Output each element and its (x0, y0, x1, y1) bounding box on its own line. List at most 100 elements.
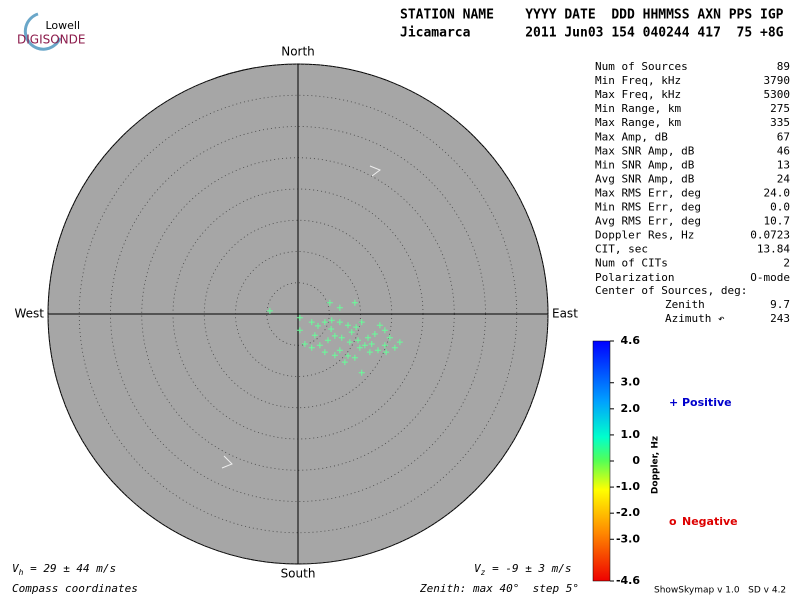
stat-label: Min Freq, kHz (595, 74, 681, 87)
colorbar-tick-label: -1.0 (616, 480, 640, 493)
center-label: Azimuth ↶ (665, 312, 725, 325)
source-point (396, 339, 403, 346)
legend-symbol: o (669, 515, 677, 528)
text: = -9 ± 3 m/s (485, 562, 571, 575)
source-point (316, 342, 323, 349)
source-point (365, 334, 371, 341)
logo-bottom: DIGISONDE (17, 33, 85, 47)
source-point (375, 347, 381, 354)
center-value: 243 (770, 312, 790, 325)
stat-label: Avg RMS Err, deg (595, 215, 701, 228)
subscript: z (481, 568, 486, 577)
zenith-note: Zenith: max 40° step 5° (419, 582, 579, 595)
source-point (315, 322, 321, 329)
source-point (308, 344, 315, 351)
colorbar-tick-label: -2.0 (616, 506, 640, 519)
source-point (386, 334, 393, 341)
stat-value: 46 (777, 144, 790, 157)
stat-value: 0.0723 (750, 229, 790, 242)
source-point (381, 327, 388, 334)
stat-label: Num of CITs (595, 257, 668, 270)
source-point (321, 319, 328, 326)
colorbar-tick-label: 2.0 (621, 402, 641, 415)
header-line: Jicamarca 2011 Jun03 154 040244 417 75 +… (400, 26, 784, 41)
center-heading: Center of Sources, deg: (595, 284, 747, 297)
header-line: STATION NAME YYYY DATE DDD HHMMSS AXN PP… (400, 8, 784, 23)
logo-arc (23, 12, 62, 51)
colorbar-tick-label: -4.6 (616, 574, 640, 587)
stat-value: 5300 (764, 88, 791, 101)
colorbar-tick-label: 4.6 (621, 334, 641, 347)
source-point (348, 329, 355, 336)
stat-label: Avg SNR Amp, dB (595, 172, 695, 185)
source-point (336, 319, 343, 326)
vh-note: Vh = 29 ± 44 m/s (12, 562, 116, 577)
stat-value: 10.7 (764, 215, 791, 228)
colorbar-label: Doppler, Hz (651, 436, 661, 494)
compass-label: South (281, 567, 316, 581)
source-point (346, 339, 353, 346)
source-point (296, 314, 303, 321)
stat-label: Min SNR Amp, dB (595, 158, 695, 171)
chevron (369, 165, 382, 177)
source-point (321, 349, 328, 356)
source-point (381, 342, 388, 349)
stat-label: Max RMS Err, deg (595, 186, 701, 199)
source-point (296, 327, 303, 334)
source-point (266, 307, 273, 314)
stat-value: 275 (770, 102, 790, 115)
source-point (331, 332, 338, 339)
source-point (366, 349, 373, 356)
compass-label: North (281, 45, 315, 59)
stat-label: Min RMS Err, deg (595, 201, 701, 214)
colorbar-tick-label: 3.0 (621, 376, 641, 389)
stat-value: 89 (777, 60, 790, 73)
legend-name: Positive (682, 396, 732, 409)
source-point (325, 337, 331, 344)
stat-label: Min Range, km (595, 102, 681, 115)
source-point (336, 304, 343, 311)
source-point (308, 319, 315, 326)
source-point (383, 349, 390, 356)
stat-value: O-mode (750, 271, 790, 284)
colorbar-tick-label: -3.0 (616, 532, 640, 545)
stat-label: Max SNR Amp, dB (595, 144, 695, 157)
coords-note: Compass coordinates (12, 582, 138, 595)
stat-value: 13 (777, 158, 790, 171)
source-point (351, 354, 358, 361)
source-point (331, 352, 338, 359)
source-point (336, 347, 343, 354)
compass-label: East (552, 307, 578, 321)
source-point (301, 341, 308, 347)
stat-value: 24 (777, 172, 791, 185)
stat-value: 24.0 (764, 186, 791, 199)
source-point (345, 322, 351, 329)
colorbar-tick-label: 1.0 (621, 428, 641, 441)
source-point (355, 337, 361, 344)
source-point (311, 332, 318, 339)
source-point (328, 326, 335, 332)
stat-label: Max Range, km (595, 116, 681, 129)
source-point (358, 369, 365, 376)
center-label: Zenith (665, 298, 705, 311)
source-point (371, 331, 378, 337)
source-point (368, 341, 375, 347)
subscript: h (19, 568, 24, 577)
text: = 29 ± 44 m/s (23, 562, 116, 575)
source-point (358, 319, 365, 326)
source-point (338, 334, 345, 341)
version: ShowSkymap v 1.0 SD v 4.2 (654, 586, 786, 596)
symbol: V (474, 562, 482, 575)
colorbar (592, 340, 611, 582)
source-point (341, 359, 348, 366)
stat-value: 335 (770, 116, 790, 129)
source-point (376, 322, 383, 329)
stat-label: Max Freq, kHz (595, 88, 681, 101)
stat-value: 67 (777, 130, 790, 143)
logo-top: Lowell (45, 19, 80, 32)
symbol: V (12, 562, 20, 575)
source-point (328, 317, 335, 324)
chevron (221, 455, 233, 469)
